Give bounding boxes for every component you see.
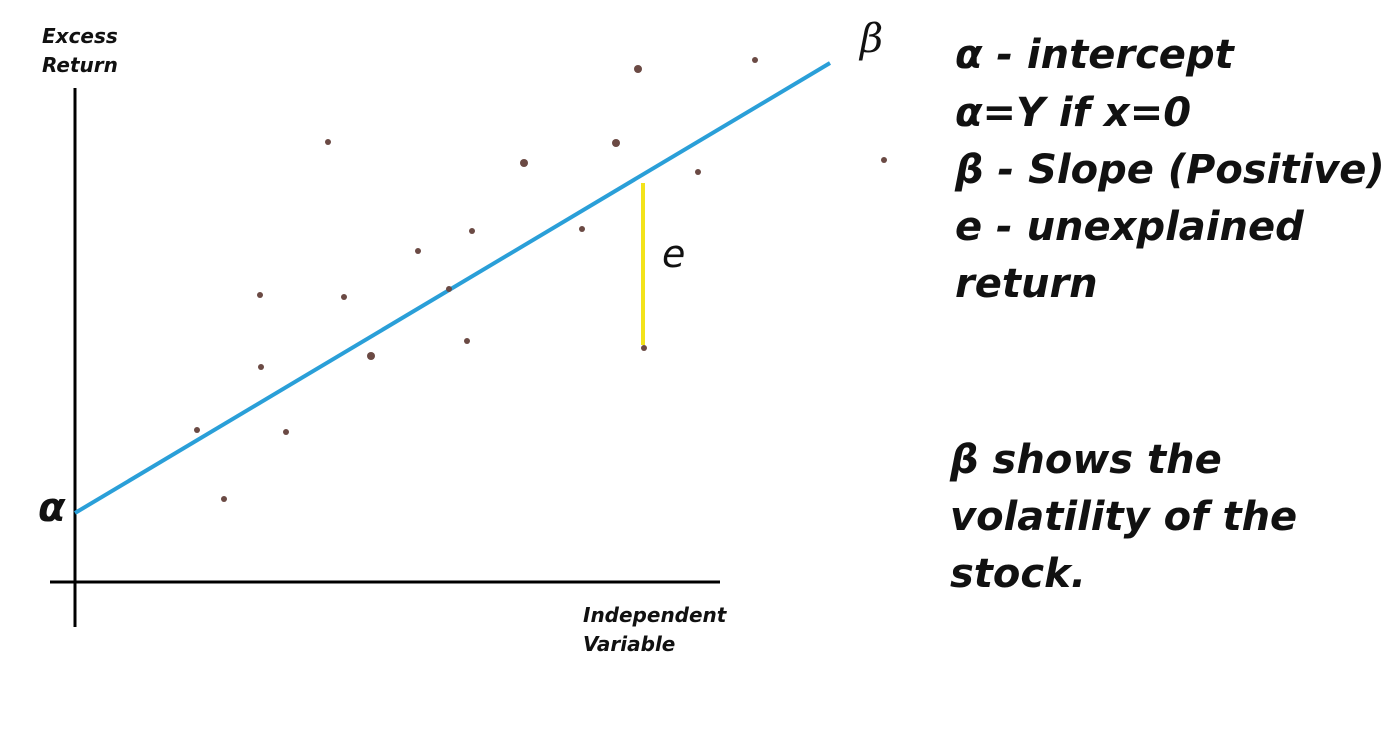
intercept-symbol: α: [38, 485, 66, 531]
point: [221, 496, 227, 502]
slope-symbol: β: [858, 16, 883, 62]
definition: e - unexplained: [955, 204, 1304, 250]
point: [257, 292, 263, 298]
point: [258, 364, 264, 370]
regression-line: [73, 61, 832, 515]
point: [446, 286, 452, 292]
definition: α=Y if x=0: [955, 90, 1191, 136]
point: [641, 345, 647, 351]
x-axis-label: Independent: [583, 603, 728, 627]
point: [752, 57, 758, 63]
point: [367, 352, 375, 360]
x-axis-label: Variable: [583, 632, 675, 656]
scatter-points: [194, 57, 887, 502]
statement-line: stock.: [950, 551, 1086, 597]
point: [520, 159, 528, 167]
point: [325, 139, 331, 145]
error-symbol: e: [662, 232, 685, 276]
point: [579, 226, 585, 232]
point: [341, 294, 347, 300]
definition: α - intercept: [955, 32, 1236, 78]
definition: return: [955, 261, 1098, 307]
point: [283, 429, 289, 435]
point: [881, 157, 887, 163]
point: [194, 427, 200, 433]
definitions: α - intercept α=Y if x=0 β - Slope (Posi…: [954, 32, 1385, 307]
point: [464, 338, 470, 344]
point: [415, 248, 421, 254]
statement-line: volatility of the: [950, 494, 1297, 540]
point: [634, 65, 642, 73]
y-axis-label: Return: [42, 53, 118, 77]
point: [469, 228, 475, 234]
definition: β - Slope (Positive): [954, 147, 1385, 193]
point: [695, 169, 701, 175]
statement: β shows the volatility of the stock.: [949, 437, 1297, 597]
statement-line: β shows the: [949, 437, 1222, 483]
y-axis-label: Excess: [42, 24, 118, 48]
point: [612, 139, 620, 147]
